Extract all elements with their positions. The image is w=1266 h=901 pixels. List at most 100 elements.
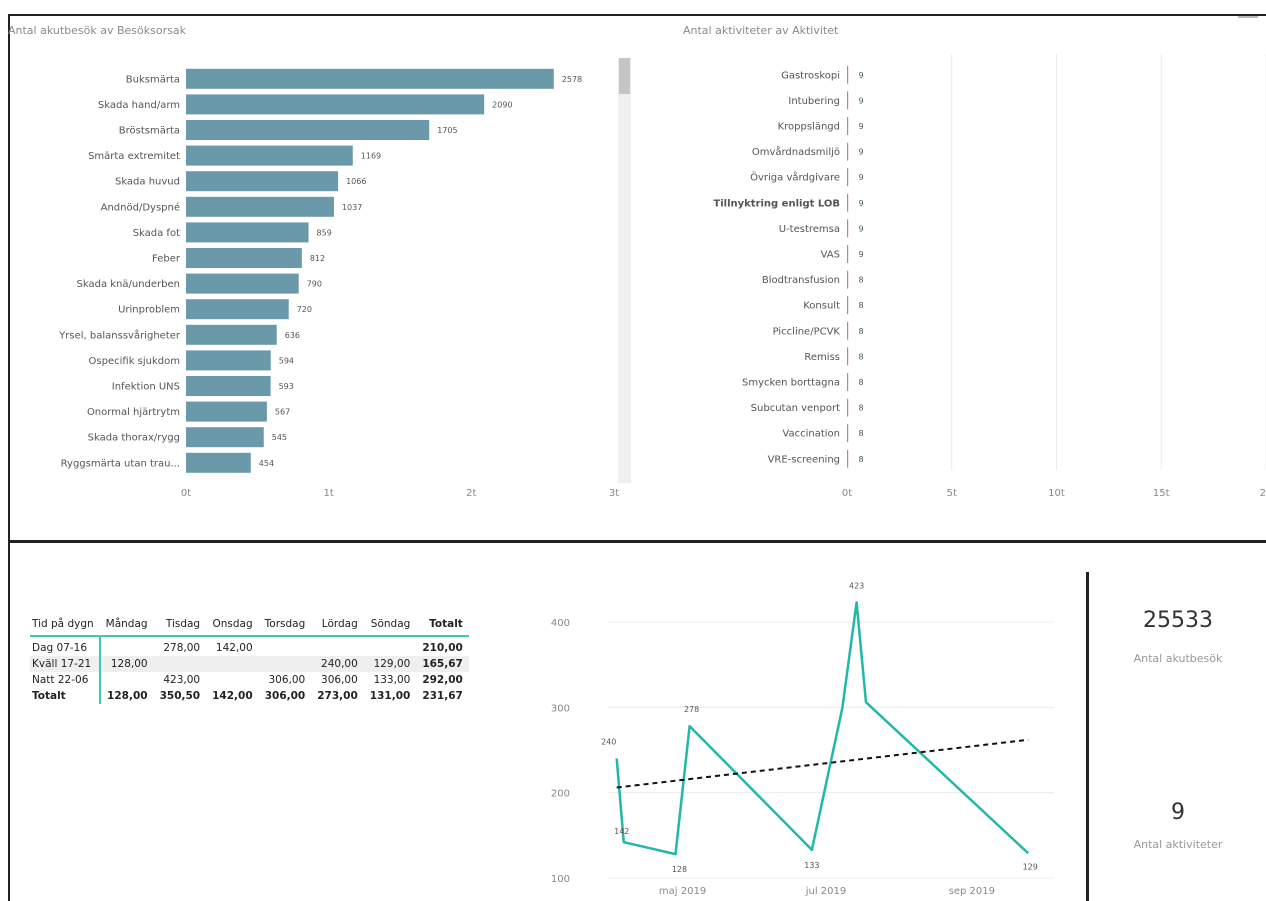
visual-header-icon[interactable] [1238, 16, 1258, 18]
kpi-divider [1086, 572, 1089, 901]
matrix-row[interactable]: Dag 07-16 278,00 142,00 210,00 [30, 636, 469, 656]
bar[interactable] [186, 248, 302, 268]
bar[interactable] [847, 91, 849, 110]
bar-chart-scrollbar[interactable] [618, 58, 631, 483]
matrix-cell: 423,00 [163, 674, 201, 686]
bar[interactable] [847, 245, 849, 263]
bar-chart-visits[interactable]: Buksmärta 2578 Skada hand/arm 2090 Bröstsmär… [0, 50, 640, 520]
bar[interactable] [186, 273, 299, 294]
bar[interactable] [186, 324, 277, 345]
bar[interactable] [186, 68, 554, 89]
data-label: 545 [272, 433, 287, 442]
bar[interactable] [847, 117, 849, 135]
category-label: Skada huvud [115, 177, 180, 188]
matrix-column-header[interactable]: Onsdag [206, 614, 259, 637]
category-label: Gastroskopi [781, 70, 840, 81]
bar[interactable] [186, 222, 309, 243]
kpi-visits-label: Antal akutbesök [1133, 652, 1223, 665]
bar[interactable] [847, 398, 849, 417]
category-label: Feber [152, 254, 181, 265]
bar[interactable] [186, 401, 267, 422]
matrix-column-header[interactable]: Måndag [99, 614, 154, 637]
top-border [8, 14, 1266, 16]
y-tick-label: 100 [551, 874, 570, 885]
matrix-cell: 128,00 [99, 656, 154, 672]
matrix-column-header[interactable]: Lördag [311, 614, 364, 637]
matrix-column-header[interactable]: Tisdag [153, 614, 207, 637]
line-chart[interactable]: 100 200 300 400 maj 2019 jul 2019 sep 2019 240 1… [540, 580, 1080, 901]
matrix-cell [206, 672, 259, 688]
data-label: 9 [858, 173, 863, 182]
matrix-cell: 306,00 [264, 690, 306, 702]
matrix-row[interactable]: Natt 22-06 423,00 306,00 306,00 133,00 292,00 [30, 672, 469, 688]
bar-chart-activities[interactable]: 0t 5t 10t 15t 20 Gastroskopi 9 Intubering 9 Kropp… [640, 50, 1266, 520]
bar[interactable] [847, 296, 849, 315]
bar[interactable] [847, 449, 849, 468]
matrix-row[interactable]: Totalt 128,00 350,50 142,00 306,00 273,00 131,… [30, 688, 469, 704]
matrix-table[interactable]: Tid på dygn Måndag Tisdag Onsdag Torsdag Lörd… [30, 614, 469, 704]
bar[interactable] [847, 219, 849, 238]
bar[interactable] [847, 142, 849, 161]
data-label: 790 [307, 280, 322, 289]
matrix-cell [206, 656, 259, 672]
data-label: 594 [279, 356, 294, 365]
matrix-column-header[interactable]: Tid på dygn [30, 614, 100, 637]
bar[interactable] [847, 270, 849, 289]
matrix-cell: 350,50 [159, 690, 201, 702]
matrix-row-header: Totalt [30, 688, 101, 704]
data-label: 859 [317, 228, 332, 237]
bar[interactable] [186, 94, 485, 115]
bar[interactable] [186, 350, 271, 371]
category-label: Vaccination [782, 429, 840, 440]
bar[interactable] [186, 145, 353, 166]
point-label: 133 [804, 861, 819, 870]
point-label: 278 [684, 705, 699, 714]
matrix-column-header[interactable]: Torsdag [258, 614, 312, 637]
x-tick-label: 1t [324, 488, 334, 499]
category-label: Piccline/PCVK [773, 326, 841, 337]
data-label: 8 [858, 455, 863, 464]
category-label: Buksmärta [126, 74, 180, 85]
point-label: 129 [1023, 862, 1038, 871]
bar[interactable] [186, 196, 334, 217]
data-label: 8 [858, 429, 863, 438]
category-label: Ospecifik sjukdom [89, 356, 180, 367]
data-label: 593 [279, 382, 294, 391]
bar[interactable] [186, 171, 339, 192]
matrix-column-header[interactable]: Söndag [363, 614, 417, 637]
matrix-cell: 273,00 [317, 690, 358, 702]
bar[interactable] [847, 347, 849, 366]
matrix-cell: 231,67 [422, 690, 463, 702]
data-label: 9 [858, 199, 863, 208]
category-label: VAS [821, 250, 840, 261]
x-tick-label: 3t [609, 488, 619, 499]
matrix-cell [259, 636, 312, 656]
x-tick-label: jul 2019 [805, 886, 847, 897]
bar[interactable] [847, 65, 849, 84]
matrix-row[interactable]: Kväll 17-21 128,00 240,00 129,00 165,67 [30, 656, 469, 672]
bar[interactable] [847, 424, 849, 443]
point-label: 423 [849, 581, 864, 590]
category-label: VRE-screening [768, 454, 840, 465]
matrix-column-header[interactable]: Totalt [416, 614, 469, 637]
category-label: Onormal hjärtrytm [87, 407, 180, 418]
y-tick-label: 300 [551, 703, 570, 714]
scrollbar-thumb[interactable] [619, 58, 630, 94]
point-label: 128 [672, 865, 687, 874]
bar[interactable] [186, 376, 271, 396]
bar[interactable] [847, 373, 849, 391]
bar[interactable] [186, 427, 264, 448]
x-tick-label: 2t [466, 488, 476, 499]
bar[interactable] [847, 168, 849, 187]
category-label: Skada fot [133, 228, 180, 239]
category-label: Smärta extremitet [88, 151, 180, 162]
bar[interactable] [847, 193, 849, 212]
matrix-row-header: Dag 07-16 [30, 636, 101, 656]
bar[interactable] [186, 452, 251, 473]
x-tick-label: 0t [842, 488, 852, 499]
x-tick-label: 15t [1153, 488, 1170, 499]
bar[interactable] [186, 299, 289, 320]
bar[interactable] [186, 120, 430, 140]
matrix-cell: 240,00 [311, 656, 364, 672]
bar[interactable] [847, 321, 849, 340]
